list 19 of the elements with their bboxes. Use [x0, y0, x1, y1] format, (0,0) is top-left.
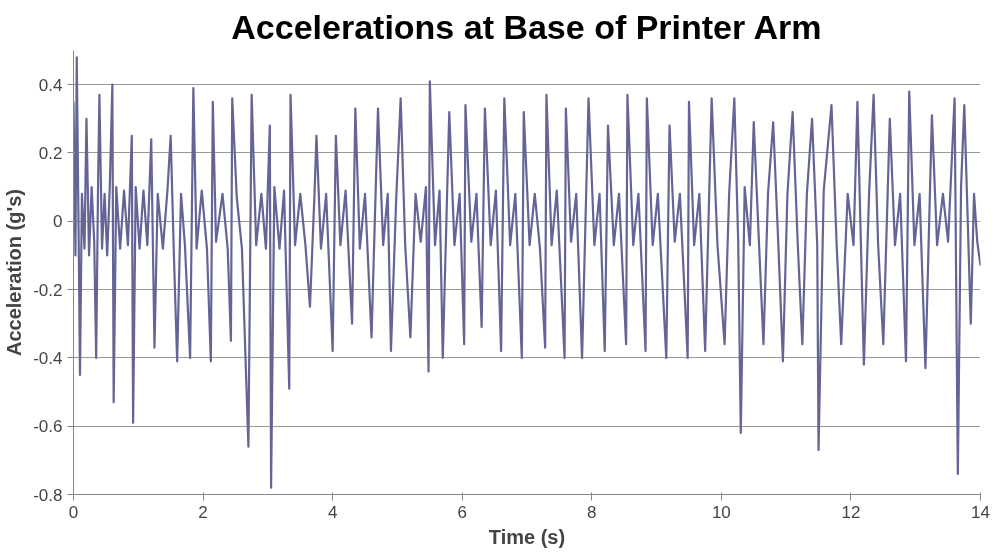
x-tick-label: 10: [711, 502, 731, 522]
line-series: [73, 56, 981, 489]
x-tick-label: 12: [841, 502, 861, 522]
x-tick-label: 6: [457, 502, 467, 522]
x-tick-label: 14: [971, 502, 990, 522]
y-tick-label: -0.4: [33, 348, 63, 368]
y-tick-label: -0.8: [33, 485, 63, 505]
y-tick-label: 0: [53, 212, 63, 232]
x-tick-label: 8: [587, 502, 597, 522]
y-tick-label: -0.2: [33, 280, 63, 300]
y-tick-label: 0.2: [38, 143, 63, 163]
y-tick-label: 0.4: [38, 75, 63, 95]
x-tick-label: 2: [198, 502, 208, 522]
y-axis-title: Acceleration (g's): [3, 188, 26, 357]
y-tick-label: -0.6: [33, 417, 63, 437]
x-axis-title: Time (s): [488, 525, 566, 548]
chart-title: Accelerations at Base of Printer Arm: [231, 7, 822, 46]
x-tick-label: 4: [327, 502, 338, 522]
x-tick-label: 0: [68, 502, 79, 522]
